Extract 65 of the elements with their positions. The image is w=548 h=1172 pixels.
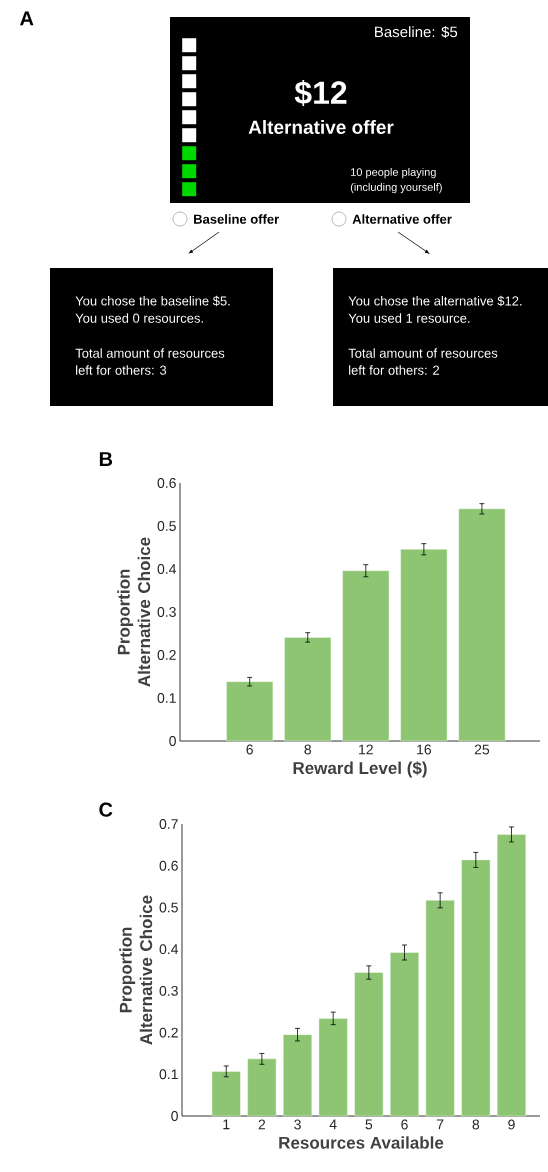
bar bbox=[284, 637, 332, 742]
text: $12 bbox=[294, 79, 347, 107]
text: You chose the alternative $12. bbox=[348, 295, 522, 307]
bar bbox=[425, 900, 455, 1117]
y-tick-label: 0.2 bbox=[157, 650, 176, 660]
x-tick-label: 6 bbox=[246, 744, 253, 755]
bar bbox=[400, 549, 448, 742]
text: Alternative offer bbox=[248, 120, 394, 134]
x-tick-label: 16 bbox=[417, 744, 432, 755]
text: Baseline offer bbox=[194, 214, 279, 224]
bar bbox=[211, 1071, 241, 1117]
y-tick-label: 0.1 bbox=[159, 1069, 178, 1080]
y-tick-label: 0.1 bbox=[157, 693, 176, 703]
text: Baseline: $5 bbox=[375, 25, 458, 39]
y-tick-label: 0.5 bbox=[157, 521, 176, 531]
chart-title: C bbox=[99, 802, 113, 817]
y-tick-label: 0.7 bbox=[159, 819, 178, 829]
x-tick-label: 9 bbox=[508, 1119, 515, 1130]
text: Total amount of resources bbox=[75, 348, 225, 358]
y-tick-label: 0 bbox=[169, 736, 176, 746]
x-tick-label: 25 bbox=[474, 744, 490, 755]
x-tick-label: 8 bbox=[472, 1119, 480, 1130]
y-tick-label: 0.3 bbox=[159, 985, 178, 996]
y-tick-label: 0.6 bbox=[157, 478, 176, 488]
text: left for others: 3 bbox=[76, 365, 167, 375]
bar bbox=[497, 834, 526, 1117]
bar bbox=[354, 972, 384, 1117]
x-tick-label: 8 bbox=[304, 744, 312, 755]
y-tick-label: 0.2 bbox=[159, 1027, 178, 1038]
chart-title: B bbox=[99, 452, 113, 466]
text: You used 1 resource. bbox=[348, 313, 470, 323]
text: A bbox=[20, 11, 34, 26]
text: You chose the baseline $5. bbox=[75, 295, 230, 307]
bar bbox=[226, 681, 274, 742]
x-axis-title: Resources Available bbox=[279, 1136, 444, 1149]
text: You used 0 resources. bbox=[75, 313, 203, 323]
y-tick-label: 0.3 bbox=[157, 607, 176, 617]
bar bbox=[461, 859, 491, 1117]
y-tick-label: 0.4 bbox=[159, 944, 179, 955]
y-tick-label: 0.5 bbox=[159, 902, 178, 913]
x-axis-title: Reward Level ($) bbox=[293, 761, 427, 778]
y-axis-title: Proportion Alternative Choice bbox=[119, 895, 153, 1045]
y-tick-label: 0.4 bbox=[157, 564, 177, 574]
x-tick-label: 3 bbox=[294, 1119, 301, 1130]
y-axis-title: Proportion Alternative Choice bbox=[117, 537, 151, 687]
text: 10 people playing bbox=[351, 167, 436, 179]
y-tick-label: 0 bbox=[171, 1111, 178, 1121]
bar bbox=[318, 1018, 348, 1117]
bar bbox=[283, 1034, 312, 1117]
bar bbox=[247, 1058, 277, 1117]
bar bbox=[342, 570, 390, 742]
bar bbox=[458, 508, 506, 742]
text: left for others: 2 bbox=[349, 365, 440, 375]
x-tick-label: 12 bbox=[359, 744, 373, 755]
x-tick-label: 7 bbox=[436, 1119, 444, 1130]
text: Alternative offer bbox=[352, 214, 452, 224]
x-tick-label: 2 bbox=[258, 1119, 266, 1130]
text: Total amount of resources bbox=[348, 348, 498, 358]
x-tick-label: 6 bbox=[401, 1119, 408, 1130]
y-tick-label: 0.6 bbox=[159, 860, 178, 871]
x-tick-label: 1 bbox=[223, 1119, 230, 1130]
x-tick-label: 5 bbox=[365, 1119, 373, 1130]
text: (including yourself) bbox=[350, 182, 442, 194]
x-tick-label: 4 bbox=[329, 1119, 337, 1130]
bar bbox=[390, 952, 419, 1117]
